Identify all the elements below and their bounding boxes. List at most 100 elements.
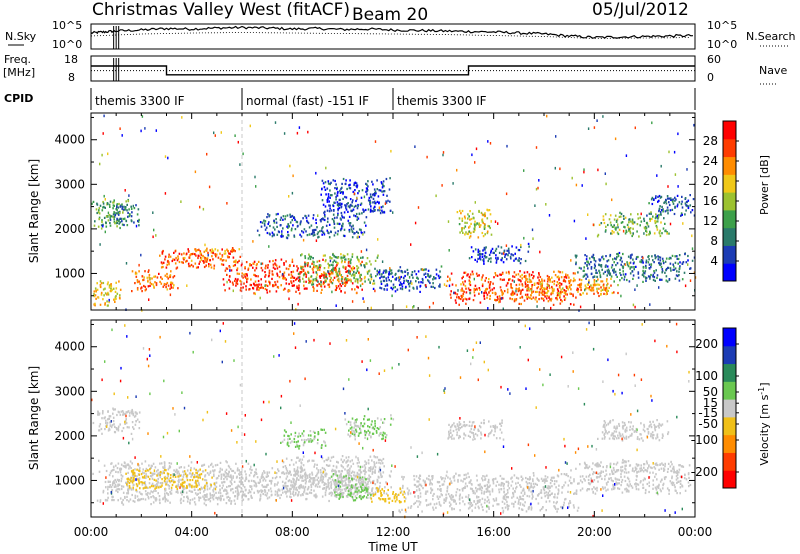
echo-cell bbox=[337, 230, 339, 233]
echo-cell bbox=[311, 281, 314, 284]
echo-cell bbox=[212, 469, 214, 472]
echo-cell bbox=[385, 481, 387, 484]
echo-cell bbox=[100, 291, 103, 294]
echo-cell bbox=[648, 267, 651, 270]
echo-cell bbox=[553, 280, 556, 283]
echo-cell bbox=[666, 197, 669, 200]
echo-cell bbox=[689, 279, 692, 282]
echo-cell bbox=[349, 179, 351, 182]
echo-cell bbox=[150, 283, 153, 286]
echo-cell bbox=[130, 205, 132, 208]
echo-cell bbox=[229, 475, 231, 478]
echo-cell bbox=[119, 423, 121, 426]
echo-cell bbox=[290, 215, 293, 218]
echo-cell bbox=[297, 302, 299, 306]
echo-cell bbox=[342, 476, 345, 480]
echo-cell bbox=[414, 221, 417, 225]
echo-cell bbox=[359, 495, 361, 498]
echo-cell bbox=[144, 127, 146, 130]
echo-cell bbox=[280, 224, 282, 227]
echo-cell bbox=[524, 281, 527, 284]
echo-cell bbox=[335, 494, 337, 497]
echo-cell bbox=[203, 502, 206, 505]
echo-cell bbox=[617, 232, 620, 236]
echo-cell bbox=[236, 267, 239, 270]
echo-cell bbox=[335, 286, 338, 290]
echo-cell bbox=[228, 265, 231, 268]
echo-cell bbox=[346, 281, 348, 284]
echo-cell bbox=[502, 252, 505, 255]
echo-cell bbox=[220, 473, 223, 476]
echo-cell bbox=[660, 213, 662, 216]
echo-cell bbox=[329, 196, 331, 199]
echo-cell bbox=[315, 493, 317, 496]
colorbar-tick-label: 24 bbox=[703, 154, 718, 168]
echo-cell bbox=[356, 487, 358, 490]
nsearch-tick-high: 10^5 bbox=[707, 19, 737, 32]
echo-cell bbox=[215, 481, 218, 484]
echo-cell bbox=[375, 192, 377, 195]
echo-cell bbox=[469, 235, 472, 238]
echo-cell bbox=[349, 262, 352, 265]
echo-cell bbox=[115, 489, 117, 492]
echo-cell bbox=[287, 231, 289, 234]
nsky-tick-high: 10^5 bbox=[52, 19, 82, 32]
echo-cell bbox=[685, 204, 687, 207]
echo-cell bbox=[316, 495, 318, 498]
echo-cell bbox=[114, 290, 117, 293]
echo-cell bbox=[340, 475, 342, 478]
echo-cell bbox=[341, 190, 343, 194]
echo-cell bbox=[259, 296, 261, 300]
echo-cell bbox=[322, 274, 324, 277]
echo-cell bbox=[336, 188, 338, 191]
echo-cell bbox=[659, 205, 661, 208]
echo-cell bbox=[340, 458, 343, 461]
echo-cell bbox=[383, 190, 386, 193]
echo-cell bbox=[228, 287, 231, 290]
echo-cell bbox=[632, 232, 634, 235]
echo-cell bbox=[309, 476, 311, 479]
echo-cell bbox=[263, 485, 266, 488]
echo-cell bbox=[320, 471, 322, 474]
echo-cell bbox=[497, 245, 500, 248]
echo-cell bbox=[289, 264, 291, 267]
echo-cell bbox=[206, 488, 209, 491]
echo-cell bbox=[532, 296, 535, 299]
echo-cell bbox=[146, 276, 149, 279]
echo-cell bbox=[115, 220, 118, 223]
echo-cell bbox=[376, 188, 379, 191]
echo-cell bbox=[226, 485, 228, 489]
echo-cell bbox=[543, 279, 546, 282]
echo-cell bbox=[520, 291, 522, 294]
echo-cell bbox=[208, 265, 210, 268]
echo-cell bbox=[237, 484, 240, 487]
echo-cell bbox=[662, 227, 665, 230]
echo-cell bbox=[687, 259, 689, 262]
echo-cell bbox=[265, 485, 267, 489]
echo-cell bbox=[481, 213, 484, 216]
echo-cell bbox=[374, 267, 376, 270]
echo-cell bbox=[348, 269, 350, 272]
echo-cell bbox=[641, 259, 644, 262]
echo-cell bbox=[155, 234, 157, 237]
echo-cell bbox=[331, 478, 334, 481]
echo-cell bbox=[274, 263, 277, 266]
echo-cell bbox=[212, 258, 214, 261]
echo-cell bbox=[593, 266, 596, 270]
echo-cell bbox=[351, 432, 354, 435]
echo-cell bbox=[325, 166, 327, 170]
echo-cell bbox=[339, 191, 342, 194]
echo-cell bbox=[671, 208, 674, 211]
cpid-label: CPID bbox=[4, 92, 33, 105]
echo-cell bbox=[333, 494, 336, 497]
echo-cell bbox=[654, 196, 657, 200]
echo-cell bbox=[494, 291, 496, 294]
echo-cell bbox=[311, 473, 314, 476]
echo-cell bbox=[333, 222, 336, 225]
echo-cell bbox=[212, 489, 214, 492]
echo-cell bbox=[144, 484, 147, 487]
echo-cell bbox=[127, 471, 129, 474]
echo-cell bbox=[369, 496, 372, 499]
echo-cell bbox=[283, 263, 285, 266]
echo-cell bbox=[115, 297, 117, 300]
